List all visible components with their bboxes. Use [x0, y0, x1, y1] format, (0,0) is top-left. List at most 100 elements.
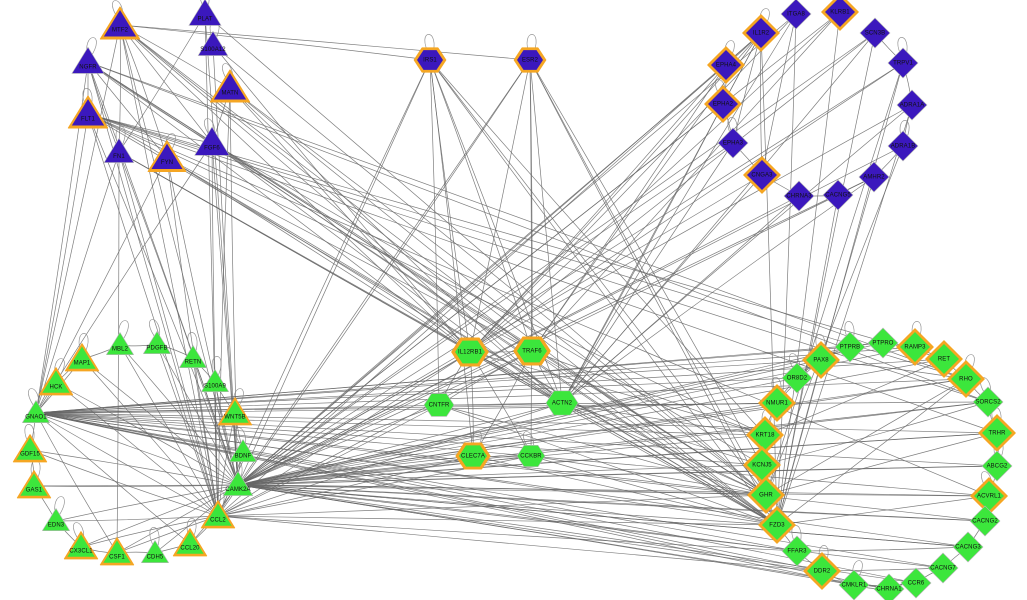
graph-node[interactable]: MBL2 [106, 332, 134, 356]
node-shape-triangle[interactable] [67, 534, 95, 557]
graph-node[interactable]: EDN3 [42, 508, 70, 532]
node-shape-hexagon[interactable] [417, 50, 443, 70]
graph-node[interactable]: NGFR [71, 46, 105, 74]
node-shape-diamond[interactable] [974, 481, 1004, 511]
node-shape-diamond[interactable] [762, 510, 792, 540]
node-shape-diamond[interactable] [807, 556, 837, 586]
node-shape-diamond[interactable] [711, 50, 741, 80]
node-shape-diamond[interactable] [822, 179, 854, 211]
node-shape-diamond[interactable] [834, 331, 866, 363]
graph-node[interactable]: RETN [179, 345, 207, 369]
node-shape-hexagon[interactable] [516, 445, 546, 467]
graph-node[interactable]: GAS1 [16, 470, 52, 499]
graph-node[interactable]: TRHR [978, 414, 1016, 452]
node-shape-diamond[interactable] [825, 0, 855, 27]
graph-node[interactable]: S100A12 [197, 31, 229, 56]
graph-node[interactable]: IL1R2 [742, 14, 780, 52]
node-shape-diamond[interactable] [780, 0, 812, 30]
node-shape-triangle[interactable] [71, 46, 105, 74]
graph-node[interactable]: SORCS2 [972, 386, 1004, 418]
node-shape-diamond[interactable] [969, 505, 1001, 537]
node-shape-diamond[interactable] [717, 127, 749, 159]
graph-node[interactable]: ADRA1A [896, 89, 928, 121]
node-shape-diamond[interactable] [762, 388, 792, 418]
graph-node[interactable]: FYN [147, 140, 187, 172]
node-shape-triangle[interactable] [204, 503, 232, 526]
graph-node[interactable]: GDF15 [12, 434, 48, 463]
node-shape-diamond[interactable] [896, 89, 928, 121]
graph-node[interactable]: CSF1 [99, 537, 135, 566]
node-shape-hexagon[interactable] [517, 339, 547, 363]
graph-node[interactable]: CCL2 [200, 500, 236, 529]
graph-node[interactable]: FGF6 [194, 126, 230, 156]
graph-node[interactable]: EPHA2 [704, 85, 742, 123]
graph-node[interactable]: PTPRO [867, 327, 899, 359]
node-shape-diamond[interactable] [746, 18, 776, 48]
graph-node[interactable]: ABCG2 [981, 450, 1013, 482]
node-shape-diamond[interactable] [900, 332, 930, 362]
graph-node[interactable]: GNAO1 [22, 400, 50, 424]
node-shape-triangle[interactable] [22, 400, 50, 424]
graph-node[interactable]: EPHA4 [707, 46, 745, 84]
node-shape-triangle[interactable] [16, 437, 44, 460]
node-shape-diamond[interactable] [708, 89, 738, 119]
node-shape-diamond[interactable] [781, 535, 813, 567]
node-shape-diamond[interactable] [927, 552, 959, 584]
node-shape-diamond[interactable] [838, 569, 870, 600]
node-shape-triangle[interactable] [141, 540, 169, 564]
node-shape-diamond[interactable] [781, 362, 813, 394]
node-shape-triangle[interactable] [103, 540, 131, 563]
node-shape-diamond[interactable] [747, 450, 777, 480]
node-shape-diamond[interactable] [900, 567, 932, 599]
graph-node[interactable]: CDH5 [141, 540, 169, 564]
graph-node[interactable]: FN1 [103, 138, 135, 163]
node-shape-diamond[interactable] [972, 386, 1004, 418]
graph-node[interactable]: ADRA1B [887, 130, 919, 162]
graph-node[interactable]: CACNG3 [952, 531, 984, 563]
node-shape-diamond[interactable] [873, 573, 905, 600]
node-shape-triangle[interactable] [42, 370, 70, 393]
graph-node[interactable]: SCN3B [859, 17, 891, 49]
node-shape-diamond[interactable] [750, 420, 780, 450]
node-shape-diamond[interactable] [887, 47, 919, 79]
node-shape-triangle[interactable] [221, 400, 249, 423]
node-shape-triangle[interactable] [201, 369, 229, 393]
node-shape-triangle[interactable] [71, 99, 105, 126]
node-shape-diamond[interactable] [783, 180, 815, 212]
graph-node[interactable]: MTF2 [99, 6, 141, 40]
node-shape-diamond[interactable] [952, 531, 984, 563]
node-shape-diamond[interactable] [929, 344, 959, 374]
graph-node[interactable]: CACNG2 [969, 505, 1001, 537]
graph-node[interactable]: CMKLR1 [838, 569, 870, 600]
node-shape-diamond[interactable] [859, 17, 891, 49]
node-shape-triangle[interactable] [194, 126, 230, 156]
graph-node[interactable]: CNGA3 [743, 156, 781, 194]
node-shape-hexagon[interactable] [459, 445, 487, 467]
graph-node[interactable]: CACNG7 [927, 552, 959, 584]
graph-node[interactable]: ESR2 [513, 47, 547, 73]
node-shape-diamond[interactable] [747, 160, 777, 190]
node-shape-triangle[interactable] [176, 531, 204, 554]
graph-node[interactable]: DDR2 [803, 552, 841, 590]
node-shape-triangle[interactable] [20, 473, 48, 496]
graph-node[interactable]: BDNF [229, 439, 257, 463]
node-layer[interactable]: MTF2PLATS100A12NGFRMATNFLT1FGF6FN1FYNIRS… [12, 0, 1016, 600]
node-shape-diamond[interactable] [806, 345, 836, 375]
graph-node[interactable]: PLAT [188, 0, 222, 26]
node-shape-triangle[interactable] [68, 346, 96, 369]
node-shape-triangle[interactable] [151, 143, 183, 170]
node-shape-diamond[interactable] [981, 450, 1013, 482]
node-shape-triangle[interactable] [42, 508, 70, 532]
graph-node[interactable]: PDGFB [143, 331, 171, 355]
graph-node[interactable]: NMUR1 [758, 384, 796, 422]
node-shape-diamond[interactable] [887, 130, 919, 162]
node-shape-diamond[interactable] [751, 480, 781, 510]
node-shape-hexagon[interactable] [517, 50, 543, 70]
graph-node[interactable]: S100A9 [201, 369, 229, 393]
graph-node[interactable]: MATN [209, 69, 251, 103]
node-shape-triangle[interactable] [197, 31, 229, 56]
node-shape-triangle[interactable] [143, 331, 171, 355]
node-shape-triangle[interactable] [213, 73, 247, 100]
